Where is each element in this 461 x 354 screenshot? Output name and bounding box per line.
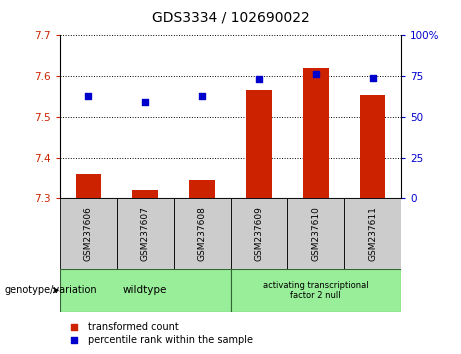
Bar <box>230 198 287 269</box>
Text: GSM237610: GSM237610 <box>311 206 320 261</box>
Point <box>198 93 206 98</box>
Bar <box>360 95 385 198</box>
Bar <box>303 68 329 198</box>
Text: GSM237606: GSM237606 <box>84 206 93 261</box>
Text: GSM237611: GSM237611 <box>368 206 377 261</box>
Text: wildtype: wildtype <box>123 285 167 295</box>
Point <box>85 93 92 98</box>
Text: activating transcriptional
factor 2 null: activating transcriptional factor 2 null <box>263 281 369 300</box>
Text: transformed count: transformed count <box>88 322 178 332</box>
Bar <box>230 269 401 312</box>
Point <box>70 325 77 330</box>
Text: GSM237607: GSM237607 <box>141 206 150 261</box>
Bar <box>174 198 230 269</box>
Bar <box>76 174 101 198</box>
Text: percentile rank within the sample: percentile rank within the sample <box>88 335 253 345</box>
Bar <box>344 198 401 269</box>
Bar <box>246 90 272 198</box>
Bar <box>287 198 344 269</box>
Text: genotype/variation: genotype/variation <box>5 285 97 295</box>
Text: GSM237608: GSM237608 <box>198 206 207 261</box>
Point <box>312 72 319 77</box>
Point <box>255 76 263 82</box>
Text: GSM237609: GSM237609 <box>254 206 263 261</box>
Bar <box>117 198 174 269</box>
Bar <box>132 190 158 198</box>
Point <box>70 337 77 343</box>
Bar <box>60 269 230 312</box>
Point <box>369 75 376 81</box>
Point <box>142 99 149 105</box>
Bar <box>189 180 215 198</box>
Bar <box>60 198 117 269</box>
Text: GDS3334 / 102690022: GDS3334 / 102690022 <box>152 11 309 25</box>
